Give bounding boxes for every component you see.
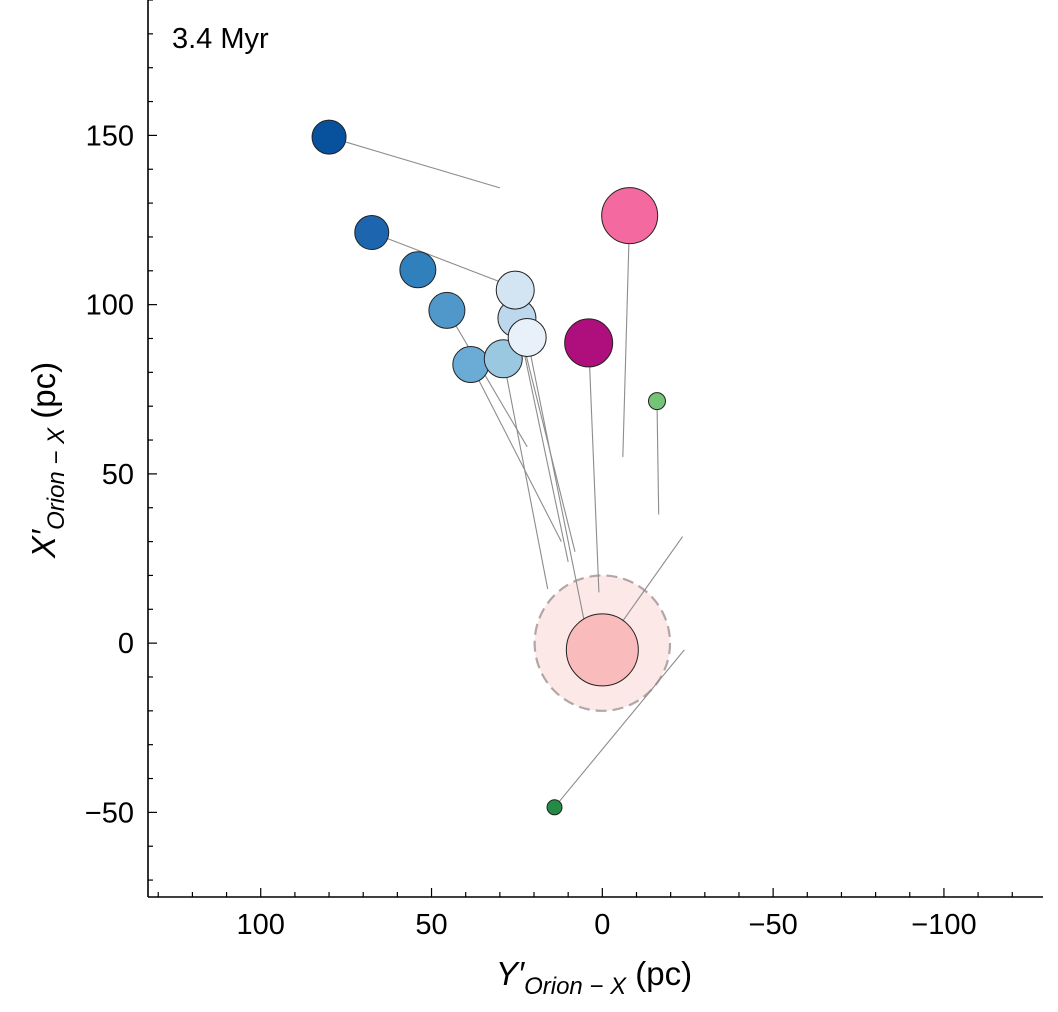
points-layer (311, 119, 666, 816)
x-tick-label: 50 (415, 909, 447, 941)
data-point-11 (647, 392, 666, 411)
data-point-4 (452, 346, 490, 384)
data-point-10 (601, 187, 659, 245)
data-point-3 (428, 291, 466, 329)
x-tick-label: −50 (749, 909, 798, 941)
data-point-7 (495, 270, 535, 310)
trajectory-line-12-0 (554, 649, 685, 808)
trajectory-line-10-0 (622, 215, 631, 457)
data-point-2 (399, 251, 437, 289)
y-tick-label: 100 (86, 290, 134, 322)
trajectory-line-4-0 (470, 364, 562, 542)
x-axis-title: Y′Orion − X (pc) (496, 955, 692, 1000)
trajectory-line-6-0 (516, 318, 569, 563)
x-tick-label: 0 (594, 909, 610, 941)
x-tick-label: −100 (911, 909, 976, 941)
trajectory-line-3-0 (446, 310, 528, 448)
trajectory-line-8-0 (526, 337, 586, 627)
data-point-12 (546, 799, 563, 816)
x-tick-label: 100 (237, 909, 285, 941)
trajectory-line-9-0 (588, 342, 600, 593)
y-tick-label: −50 (85, 797, 134, 829)
trajectory-line-6-1 (516, 318, 576, 552)
trajectory-line-11-0 (656, 401, 660, 515)
trajectory-layer (328, 136, 685, 808)
ticks: 100 50 0 −50 −100 150 100 50 0 −50 (85, 0, 1013, 941)
data-point-1 (354, 215, 390, 251)
y-tick-label: 150 (86, 120, 134, 152)
y-axis-title: X′Orion − X (pc) (25, 362, 70, 559)
time-annotation: 3.4 Myr (172, 23, 269, 55)
data-point-13 (565, 613, 639, 687)
trajectory-line-1-0 (371, 232, 507, 285)
y-tick-label: 0 (118, 628, 134, 660)
data-point-0 (311, 119, 347, 155)
data-point-8 (507, 317, 547, 357)
trajectory-line-5-0 (502, 358, 549, 590)
axes (147, 0, 1043, 898)
trajectory-line-0-0 (328, 136, 501, 189)
data-point-9 (564, 318, 614, 368)
y-tick-label: 50 (102, 459, 134, 491)
